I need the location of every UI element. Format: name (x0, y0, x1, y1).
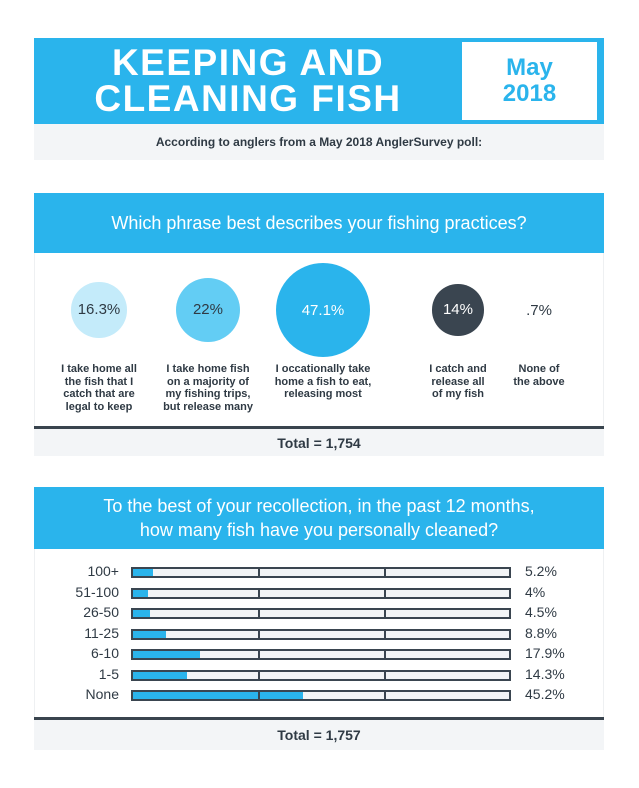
bar-track (131, 608, 511, 619)
subtitle: According to anglers from a May 2018 Ang… (34, 124, 604, 160)
date-month: May (506, 54, 553, 81)
bar-track (131, 669, 511, 681)
bar-category-label: 51-100 (75, 583, 119, 600)
bar-category-label: None (85, 686, 119, 702)
bar (133, 692, 303, 699)
bubble-2: 22% (175, 277, 241, 343)
bar-segment-divider (258, 610, 261, 617)
bar-segment-divider (383, 630, 386, 638)
bar-value-label: 14.3% (525, 665, 565, 682)
bar-category-label: 11-25 (84, 624, 119, 641)
bar-track (131, 628, 511, 640)
bubble-category-label: I take home fish on a majority of my fishi… (163, 363, 253, 413)
bar-segment-divider (383, 671, 386, 679)
bar-value-label: 8.8% (525, 624, 557, 641)
divider (34, 717, 604, 720)
bubble-category-label: I catch and release all of my fish (429, 363, 487, 400)
bar-value-label: 4% (525, 583, 546, 600)
bubble-value-label: .7% (526, 301, 552, 319)
date-badge: May 2018 (462, 42, 597, 120)
bar (133, 610, 150, 617)
bar (133, 630, 167, 638)
date-year: 2018 (502, 80, 557, 107)
title-line-1: KEEPING AND (111, 42, 385, 83)
question-2-total: Total = 1,757 (34, 720, 604, 750)
bubble-value-label: 16.3% (77, 301, 121, 319)
bar-category-label: 26-50 (83, 604, 119, 620)
bar (133, 671, 187, 679)
bar-category-label: 1-5 (98, 665, 119, 682)
bubble-4: 14% (432, 284, 484, 336)
bar (133, 589, 149, 597)
bar-track (131, 567, 511, 578)
bar-segment-divider (383, 569, 386, 576)
header-banner: KEEPING AND CLEANING FISH May 2018 (34, 38, 604, 124)
bubble-value-label: 47.1% (301, 301, 345, 319)
bubble-5: .7% (526, 302, 552, 319)
bar-value-label: 5.2% (525, 563, 557, 579)
bar-track (131, 587, 511, 599)
bar-track (131, 649, 511, 660)
question-1-total: Total = 1,754 (34, 429, 604, 456)
bar-segment-divider (258, 671, 261, 679)
bubble-1: 16.3% (71, 282, 127, 338)
bubble-3: 47.1% (276, 263, 370, 357)
bar-value-label: 45.2% (525, 686, 565, 702)
bar-category-label: 6-10 (90, 645, 119, 661)
bar (133, 651, 201, 658)
question-2-title-line-1: To the best of your recollection, in the… (103, 496, 535, 516)
bar (133, 569, 153, 576)
bar-segment-divider (383, 610, 386, 617)
bar-segment-divider (383, 692, 386, 699)
bubble-category-label: I occationally take home a fish to eat, re… (274, 363, 372, 400)
bar-segment-divider (258, 589, 261, 597)
bubble-category-label: None of the above (513, 363, 565, 388)
bar-segment-divider (383, 651, 386, 658)
bar-category-label: 100+ (87, 563, 119, 579)
bubble-value-label: 22% (192, 301, 223, 319)
bar-value-label: 4.5% (525, 604, 557, 620)
bar-segment-divider (258, 692, 261, 699)
page-title: KEEPING AND CLEANING FISH (34, 38, 462, 124)
bar-chart: 100+ 5.2% 51-100 4% 26-50 4.5% 11-25 8.8% 6-10 17… (34, 549, 604, 718)
bubble-value-label: 14% (442, 301, 473, 319)
question-2-title: To the best of your recollection, in the… (34, 487, 604, 549)
bar-segment-divider (383, 589, 386, 597)
question-2-title-line-2: how many fish have you personally cleane… (139, 520, 499, 540)
bar-segment-divider (258, 651, 261, 658)
bar-segment-divider (258, 569, 261, 576)
question-1-title: Which phrase best describes your fishing… (34, 193, 604, 253)
title-line-2: CLEANING FISH (94, 78, 402, 119)
divider (34, 426, 604, 429)
bar-value-label: 17.9% (525, 645, 565, 661)
bar-track (131, 690, 511, 701)
bar-segment-divider (258, 630, 261, 638)
